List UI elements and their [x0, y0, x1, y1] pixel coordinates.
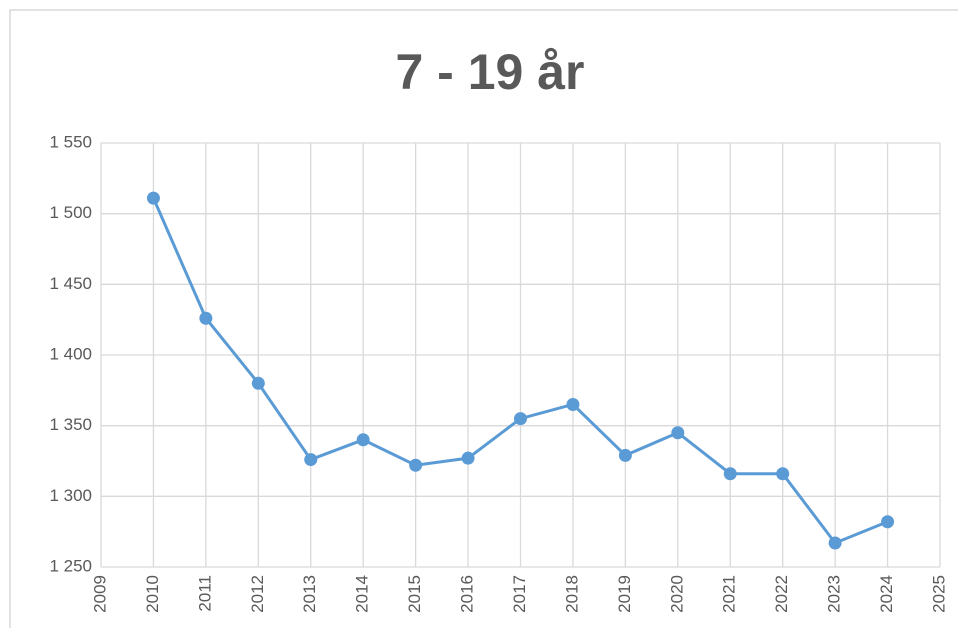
x-tick-label: 2013 — [300, 575, 319, 613]
chart-title: 7 - 19 år — [395, 44, 584, 100]
data-point — [199, 311, 213, 325]
x-tick-label: 2017 — [510, 575, 529, 613]
data-point — [776, 467, 790, 481]
data-point — [409, 458, 423, 472]
data-point — [671, 426, 685, 440]
x-tick-label: 2015 — [405, 575, 424, 613]
x-tick-label: 2010 — [143, 575, 162, 613]
x-tick-label: 2014 — [353, 575, 372, 613]
data-point — [251, 376, 265, 390]
data-point — [618, 448, 632, 462]
x-tick-label: 2020 — [667, 575, 686, 613]
data-point — [566, 397, 580, 411]
y-tick-label: 1 500 — [49, 203, 92, 222]
data-point — [723, 467, 737, 481]
data-point — [514, 412, 527, 426]
y-tick-label: 1 400 — [49, 344, 92, 363]
x-tick-label: 2025 — [929, 575, 948, 613]
data-point — [304, 453, 318, 467]
y-tick-label: 1 350 — [49, 415, 92, 434]
x-tick-label: 2019 — [615, 575, 634, 613]
x-tick-label: 2009 — [90, 575, 109, 613]
x-tick-label: 2023 — [825, 575, 844, 613]
x-tick-label: 2016 — [458, 575, 477, 613]
y-tick-label: 1 300 — [49, 486, 92, 505]
data-point — [356, 433, 370, 447]
x-tick-label: 2022 — [772, 575, 791, 613]
data-point — [461, 451, 475, 465]
chart-frame — [9, 9, 958, 628]
x-tick-label: 2012 — [248, 575, 267, 613]
x-tick-label: 2021 — [720, 575, 739, 613]
y-tick-label: 1 250 — [49, 556, 92, 575]
x-tick-label: 2018 — [562, 575, 581, 613]
data-point — [881, 515, 895, 529]
data-point — [828, 536, 842, 550]
x-tick-label: 2024 — [877, 575, 896, 613]
y-tick-label: 1 450 — [49, 274, 92, 293]
y-tick-label: 1 550 — [49, 132, 92, 151]
x-tick-label: 2011 — [195, 575, 214, 612]
data-point — [146, 191, 160, 205]
